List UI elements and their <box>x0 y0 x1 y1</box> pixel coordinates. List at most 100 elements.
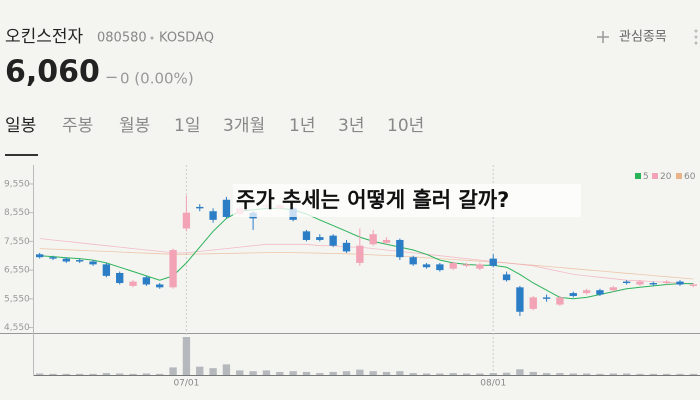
plot: 4,550 5,550 6,550 7,550 8,550 9,550 07/01 08/01… <box>4 165 697 389</box>
volume-bar <box>689 373 697 375</box>
legend-swatch <box>635 173 641 179</box>
volume-bar <box>89 373 97 375</box>
volume-bar <box>249 371 257 375</box>
tab[interactable]: 3년 <box>338 116 364 136</box>
separator-dot <box>150 36 154 40</box>
volume-bar <box>542 373 551 375</box>
volume-bar <box>156 373 164 375</box>
volume-bar <box>116 373 124 375</box>
ma-line <box>39 238 694 284</box>
candle-body <box>89 261 97 265</box>
volume-bar <box>569 373 577 375</box>
candle-body <box>449 262 457 269</box>
volume-bar <box>622 373 631 375</box>
candle-body <box>209 211 217 220</box>
overlay-text: 주가 추세는 어떻게 흘러 갈까? <box>236 188 509 212</box>
stock-name: 오킨스전자 <box>5 27 84 47</box>
candle-body <box>556 297 564 305</box>
volume-bar <box>476 373 484 375</box>
volume-bar <box>382 371 391 375</box>
volume-bar <box>436 373 444 375</box>
volume-bar <box>636 373 644 375</box>
candle-body <box>76 260 84 262</box>
candle-body <box>36 254 44 258</box>
change-symbol: − <box>105 68 118 87</box>
candle-body <box>169 250 177 288</box>
candle-body <box>422 264 431 268</box>
candle-body <box>329 235 337 246</box>
tab[interactable]: 3개월 <box>223 116 265 136</box>
tab[interactable]: 월봉 <box>119 116 150 136</box>
candle-body <box>116 272 124 284</box>
candle-body <box>569 293 577 296</box>
volume-bar <box>142 373 151 375</box>
volume-bar <box>409 373 417 375</box>
watch-button[interactable]: 관심종목 <box>597 30 667 45</box>
x-tick-label: 07/01 <box>173 379 199 389</box>
volume-bar <box>516 369 524 375</box>
candle-body <box>129 281 137 286</box>
candle-body <box>142 277 151 285</box>
y-tick-label: 8,550 <box>4 208 30 218</box>
volume-bar <box>329 371 337 375</box>
volume-bar <box>236 370 244 375</box>
candle-body <box>409 257 417 265</box>
volume-bar <box>276 371 284 375</box>
volume-bar <box>182 337 191 375</box>
volume-bar <box>356 369 364 375</box>
legend-label: 60 <box>684 172 696 182</box>
market: KOSDAQ <box>159 31 214 46</box>
tabs: 일봉 주봉 월봉 1일 3개월 1년 3년 10년 <box>5 116 424 136</box>
candle-body <box>49 257 57 259</box>
volume-bar <box>489 373 497 375</box>
volume-bar <box>49 373 57 375</box>
candle-body <box>342 242 351 252</box>
candle-body <box>382 239 391 243</box>
volume-bar <box>169 367 177 375</box>
volume-bar <box>76 373 84 375</box>
candle-body <box>462 264 471 266</box>
candle-body <box>182 212 191 229</box>
candle-body <box>529 297 537 309</box>
ma-line <box>39 207 694 300</box>
change: 0 (0.00%) <box>120 70 194 88</box>
volume-bar <box>609 373 617 375</box>
candle-body <box>516 287 524 312</box>
tab[interactable]: 1일 <box>174 116 200 136</box>
legend-swatch <box>652 173 658 179</box>
volume-bar <box>196 366 204 375</box>
volume-bar <box>342 371 351 375</box>
y-tick-label: 7,550 <box>4 237 30 247</box>
candle-body <box>196 206 204 209</box>
legend-label: 5 <box>643 172 649 182</box>
watch-label[interactable]: 관심종목 <box>619 30 667 45</box>
candle-body <box>302 231 311 240</box>
price: 6,060 <box>5 55 100 90</box>
volume-bar <box>449 373 457 375</box>
volume-bar <box>396 371 404 375</box>
volume-bar <box>582 373 591 375</box>
candle-body <box>596 290 604 295</box>
tab[interactable]: 10년 <box>387 116 424 136</box>
candle-body <box>489 258 497 266</box>
candle-body <box>396 239 404 258</box>
candle-body <box>102 264 111 276</box>
tab[interactable]: 일봉 <box>5 116 36 136</box>
tab[interactable]: 주봉 <box>62 116 93 136</box>
candle-body <box>689 284 697 286</box>
candle-body <box>609 287 617 291</box>
volume-bar <box>369 371 377 375</box>
candle-body <box>622 281 631 284</box>
volume-bar <box>302 371 311 375</box>
volume-bar <box>102 373 111 375</box>
menu-icon[interactable] <box>694 29 698 45</box>
volume-bar <box>289 371 297 375</box>
tab[interactable]: 1년 <box>289 116 315 136</box>
volume-bar <box>129 373 137 375</box>
volume-bar <box>422 373 431 375</box>
stock-code: 080580 <box>97 31 147 46</box>
volume-bar <box>222 364 231 375</box>
overlay-box <box>233 184 581 217</box>
y-tick-label: 4,550 <box>4 323 30 333</box>
